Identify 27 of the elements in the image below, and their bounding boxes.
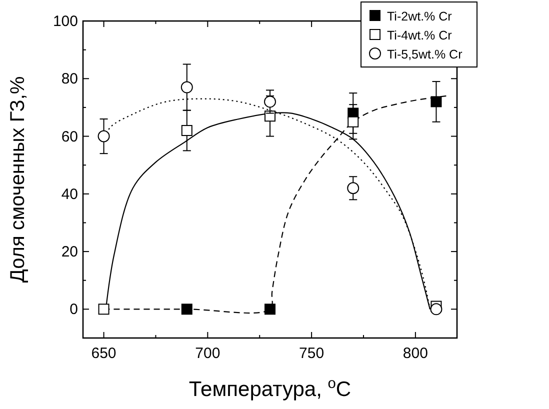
y-tick-label: 80 xyxy=(61,70,78,88)
x-tick-label: 650 xyxy=(91,345,116,362)
y-tick-label: 20 xyxy=(61,244,78,261)
y-tick-label: 100 xyxy=(52,13,78,30)
legend-label: Ti-5,5wt.% Cr xyxy=(387,48,462,62)
point xyxy=(98,130,110,142)
point xyxy=(264,96,276,108)
y-axis-title: Доля смоченных ГЗ,% xyxy=(7,76,29,283)
x-tick-label: 750 xyxy=(299,345,324,362)
point xyxy=(264,110,276,122)
x-axis-title: Температура, $^{o}$C xyxy=(188,376,352,401)
point xyxy=(180,81,193,94)
point xyxy=(430,303,442,316)
point xyxy=(348,116,359,128)
legend-label: Ti-2wt.% Cr xyxy=(387,10,452,24)
point xyxy=(181,304,192,315)
point xyxy=(347,182,360,194)
legend-label: Ti-4wt.% Cr xyxy=(387,28,452,42)
point xyxy=(181,125,192,136)
point xyxy=(430,96,442,108)
y-tick-label: 40 xyxy=(61,186,78,203)
x-tick-label: 800 xyxy=(402,345,428,362)
y-tick-label: 60 xyxy=(61,128,78,146)
point xyxy=(264,304,276,315)
point xyxy=(98,304,110,315)
y-tick-label: 0 xyxy=(70,301,78,318)
x-tick-label: 700 xyxy=(195,345,220,362)
